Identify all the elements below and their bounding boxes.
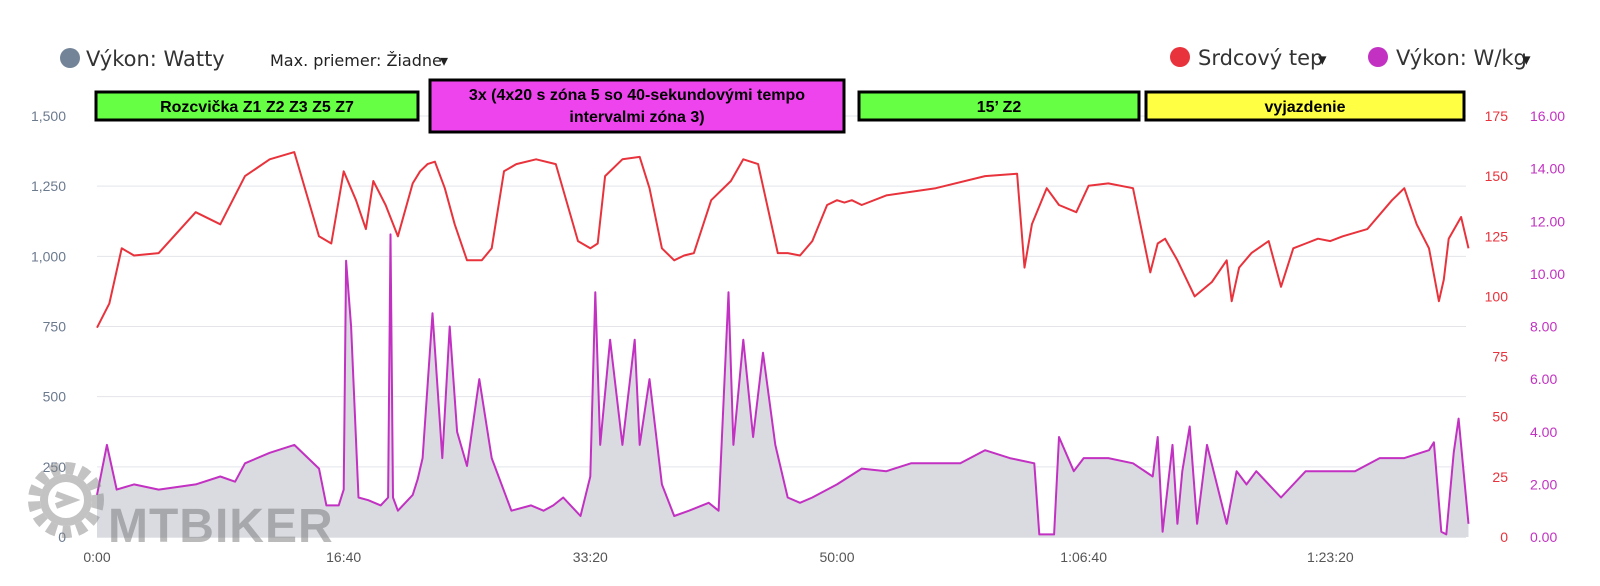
segment-z2: 15’ Z2 — [857, 90, 1141, 122]
axes: 02505007501,0001,2501,500025507510012515… — [31, 108, 1565, 565]
segment-z2-label: 15’ Z2 — [977, 99, 1022, 116]
wkg-axis-tick-label: 14.00 — [1530, 161, 1565, 177]
segment-intervals-label-line2: intervalmi zóna 3) — [569, 109, 704, 126]
legend-heart-rate-label: Srdcový tep — [1198, 46, 1323, 70]
x-axis-tick-label: 16:40 — [326, 549, 361, 565]
left-axis-tick-label: 1,500 — [31, 108, 66, 124]
segment-cooldown: vyjazdenie — [1144, 90, 1466, 122]
left-axis-tick-label: 1,250 — [31, 178, 66, 194]
legend-max-avg-dropdown[interactable]: Max. priemer: Žiadne ▾ — [270, 51, 448, 70]
hr-axis-tick-label: 25 — [1492, 469, 1508, 485]
wkg-axis-tick-label: 4.00 — [1530, 424, 1557, 440]
power-line — [96, 233, 1470, 536]
legend-max-avg-label: Max. priemer: Žiadne — [270, 51, 442, 70]
hr-axis-tick-label: 0 — [1500, 529, 1508, 545]
left-axis-tick-label: 1,000 — [31, 248, 66, 264]
heart-rate-series — [96, 151, 1470, 329]
segment-warmup: Rozcvička Z1 Z2 Z3 Z5 Z7 — [94, 90, 420, 122]
power-area-fill — [97, 234, 1469, 537]
mtbiker-watermark-logo: MTBIKER — [28, 462, 334, 553]
hr-axis-tick-label: 150 — [1485, 168, 1509, 184]
segment-warmup-label: Rozcvička Z1 Z2 Z3 Z5 Z7 — [160, 99, 354, 116]
x-axis-tick-label: 50:00 — [819, 549, 854, 565]
wkg-axis-tick-label: 8.00 — [1530, 319, 1557, 335]
heart-rate-legend-dot — [1170, 47, 1190, 67]
wkg-axis-tick-label: 2.00 — [1530, 476, 1557, 492]
wkg-chevron-down-icon: ▾ — [1522, 50, 1531, 70]
power-area — [97, 234, 1469, 537]
legend-power-wkg-label: Výkon: W/kg — [1396, 46, 1527, 70]
wkg-legend-dot — [1368, 47, 1388, 67]
x-axis-tick-label: 33:20 — [573, 549, 608, 565]
heart-rate-chevron-down-icon: ▾ — [1318, 50, 1327, 70]
left-axis-tick-label: 500 — [43, 389, 67, 405]
legend-power-watts-label: Výkon: Watty — [86, 47, 225, 71]
x-axis-tick-label: 1:06:40 — [1060, 549, 1107, 565]
hr-axis-tick-label: 50 — [1492, 409, 1508, 425]
wkg-axis-tick-label: 0.00 — [1530, 529, 1557, 545]
max-avg-chevron-down-icon: ▾ — [440, 51, 448, 70]
legend-power-wkg-dropdown[interactable]: Výkon: W/kg ▾ — [1368, 46, 1531, 70]
segment-cooldown-label: vyjazdenie — [1265, 99, 1346, 116]
segment-intervals-label-line1: 3x (4x20 s zóna 5 so 40-sekundovými temp… — [469, 87, 805, 104]
segment-intervals: 3x (4x20 s zóna 5 so 40-sekundovými temp… — [428, 78, 846, 134]
left-axis-tick-label: 750 — [43, 319, 67, 335]
legend-heart-rate-dropdown[interactable]: Srdcový tep ▾ — [1170, 46, 1327, 70]
hr-axis-tick-label: 100 — [1485, 288, 1509, 304]
x-axis-tick-label: 1:23:20 — [1307, 549, 1354, 565]
x-axis-tick-label: 0:00 — [83, 549, 110, 565]
gear-icon — [28, 462, 104, 538]
wkg-axis-tick-label: 10.00 — [1530, 266, 1565, 282]
watermark-text: MTBIKER — [108, 500, 334, 553]
wkg-axis-tick-label: 6.00 — [1530, 371, 1557, 387]
hr-axis-tick-label: 175 — [1485, 108, 1509, 124]
legend-power-watts[interactable]: Výkon: Watty — [60, 47, 225, 71]
wkg-axis-tick-label: 12.00 — [1530, 213, 1565, 229]
power-series — [96, 233, 1470, 536]
heart-rate-line — [96, 151, 1470, 329]
hr-axis-tick-label: 75 — [1492, 349, 1508, 365]
watts-legend-dot — [60, 48, 80, 68]
wkg-axis-tick-label: 16.00 — [1530, 108, 1565, 124]
hr-axis-tick-label: 125 — [1485, 228, 1509, 244]
